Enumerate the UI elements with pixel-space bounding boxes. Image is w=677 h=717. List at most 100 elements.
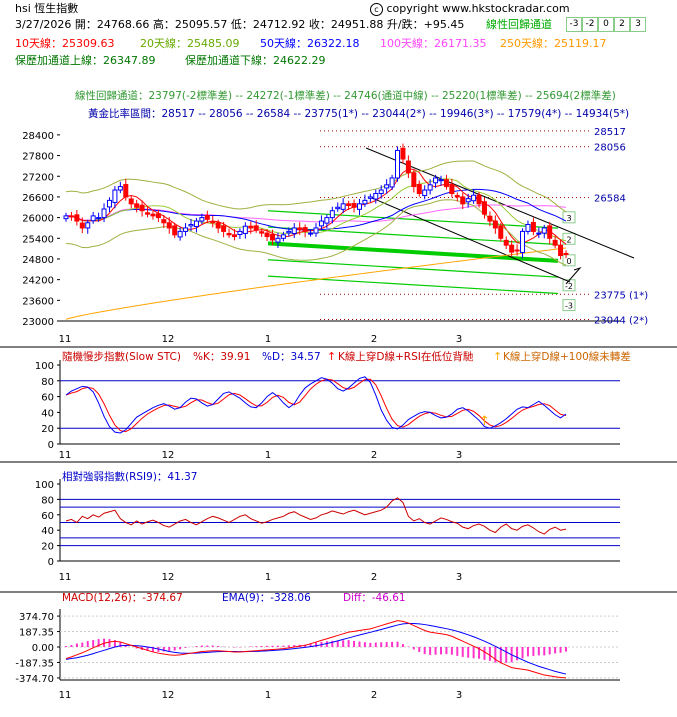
channel-button-m3[interactable]: -3 <box>566 17 582 32</box>
quote-line: 3/27/2026 開：24768.66 高：25095.57 低：24712.… <box>15 18 464 32</box>
candle-body <box>558 244 564 257</box>
stc-tick-label: 80 <box>41 377 54 388</box>
x-tick-label: 11 <box>59 572 72 583</box>
stc-tick-label: 20 <box>41 424 54 435</box>
candle-body <box>520 230 526 253</box>
channel-button-m2[interactable]: -2 <box>582 17 598 32</box>
macd-line <box>65 620 567 679</box>
up-arrow-icon: ↑ <box>479 414 490 429</box>
candle-body <box>161 219 167 224</box>
x-tick-label: 11 <box>59 690 72 701</box>
x-tick-label: 2 <box>371 450 377 461</box>
candle-body <box>68 215 74 218</box>
candle-body <box>373 192 379 200</box>
x-tick-label: 3 <box>456 450 462 461</box>
candle-body <box>291 227 297 234</box>
candle-body <box>280 234 286 239</box>
macd-ema-line <box>65 622 567 675</box>
candle-body <box>139 204 145 212</box>
price-tick-label: 28400 <box>22 131 54 142</box>
copyright-icon: c <box>370 3 383 16</box>
candle-body <box>79 222 85 229</box>
candle-body <box>117 186 123 191</box>
x-tick-label: 12 <box>162 450 175 461</box>
channel-marker-box <box>562 211 576 224</box>
candle-body <box>552 239 558 246</box>
stc-title: 隨機慢步指數(Slow STC) <box>62 350 181 363</box>
candle-body <box>259 231 265 234</box>
channel-title: 線性回歸通道 <box>486 18 552 31</box>
golden-legend-label: 黃金比率區間： <box>88 108 162 120</box>
rsi-line <box>65 497 567 535</box>
candle-body <box>471 194 477 202</box>
x-tick-label: 11 <box>59 450 72 461</box>
channel-marker-label: 2 <box>566 235 571 244</box>
candle-body <box>226 232 232 236</box>
golden-level-label: 26584 <box>594 193 626 204</box>
candle-body <box>476 194 482 205</box>
price-tick-label: 27800 <box>22 152 54 163</box>
candle-body <box>384 184 390 189</box>
candle-body <box>416 184 422 194</box>
trendline-lower <box>371 197 571 283</box>
change-label: 升/跌： <box>386 18 424 31</box>
x-tick-label: 11 <box>59 334 72 345</box>
golden-level-label: 23044 (2*) <box>594 315 648 326</box>
rsi-tick-label: 100 <box>35 480 54 491</box>
candle-body <box>264 232 270 238</box>
candle-body <box>395 149 401 179</box>
quote-date: 3/27/2026 <box>15 18 72 31</box>
candle-body <box>155 213 161 219</box>
close-label: 收： <box>308 18 331 31</box>
high-label: 高： <box>152 18 175 31</box>
stc-d-label: %D：34.57 <box>262 351 321 363</box>
macd-tick-label: -374.70 <box>15 674 54 685</box>
candle-body <box>498 225 504 239</box>
price-tick-label: 26000 <box>22 214 54 225</box>
channel-button-0[interactable]: 0 <box>598 17 614 32</box>
candle-body <box>221 225 227 232</box>
x-tick-label: 1 <box>265 450 271 461</box>
price-tick-label: 23600 <box>22 296 54 307</box>
candle-body <box>503 239 509 246</box>
candle-body <box>433 177 439 184</box>
candle-body <box>465 198 471 203</box>
stc-tick-label: 0 <box>48 440 54 451</box>
x-tick-label: 1 <box>265 334 271 345</box>
macd-title: MACD(12,26)：-374.67 <box>62 592 183 604</box>
macd-tick-label: 0.00 <box>32 643 54 654</box>
candle-body <box>297 227 303 231</box>
rsi-tick-label: 0 <box>48 557 54 568</box>
x-tick-label: 2 <box>371 690 377 701</box>
candle-body <box>150 213 156 217</box>
candle-body <box>275 237 281 243</box>
candle-body <box>405 160 411 174</box>
x-tick-label: 12 <box>162 690 175 701</box>
candle-body <box>389 177 395 188</box>
candle-body <box>248 225 254 229</box>
x-tick-label: 3 <box>456 690 462 701</box>
channel-button-2[interactable]: 2 <box>614 17 630 32</box>
candle-body <box>128 198 134 205</box>
stc-k-line <box>65 376 567 434</box>
rsi-tick-label: 20 <box>41 542 54 553</box>
channel-marker-box <box>562 254 576 267</box>
candle-body <box>253 225 259 231</box>
candle-body <box>210 220 216 224</box>
x-tick-label: 12 <box>162 334 175 345</box>
ma50-label: 50天線：26322.18 <box>260 37 360 50</box>
macd-diff-label: Diff：-46.61 <box>343 592 406 604</box>
rsi-tick-label: 60 <box>41 511 54 522</box>
regression-legend: 線性回歸通道：23797(-2標準差) -- 24272(-1標準差) -- 2… <box>75 90 616 102</box>
high-value: 25095.57 <box>174 18 228 31</box>
candle-body <box>96 217 102 220</box>
candle-body <box>112 189 118 203</box>
candle-body <box>356 203 362 210</box>
candle-body <box>85 222 91 229</box>
candle-body <box>509 244 515 253</box>
stc-k-label: %K：39.91 <box>193 351 250 363</box>
channel-button-3[interactable]: 3 <box>630 17 646 32</box>
candle-body <box>145 212 151 215</box>
candle-body <box>106 199 112 208</box>
channel-marker-box <box>562 232 576 245</box>
